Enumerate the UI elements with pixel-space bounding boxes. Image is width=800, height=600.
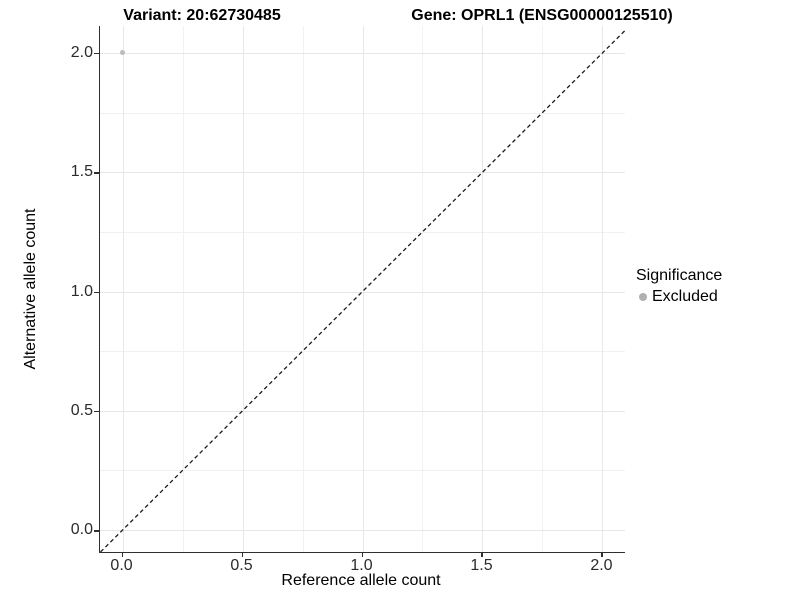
x-tick-mark xyxy=(121,552,124,557)
plot-title-gene: Gene: OPRL1 (ENSG00000125510) xyxy=(411,7,673,24)
legend-entries: Excluded xyxy=(636,288,722,306)
gridline-major-horizontal xyxy=(100,530,625,532)
y-tick-label: 2.0 xyxy=(70,43,93,61)
gridline-major-horizontal xyxy=(100,52,625,54)
x-tick-mark xyxy=(361,552,363,557)
gridline-major-horizontal xyxy=(100,410,625,412)
y-tick-mark xyxy=(94,530,99,532)
legend-entry-excluded: Excluded xyxy=(636,288,722,306)
gridline-major-vertical xyxy=(242,26,244,552)
legend-entry-label: Excluded xyxy=(652,288,718,305)
dashed-identity-line xyxy=(100,30,625,552)
y-tick-label: 1.5 xyxy=(70,163,93,181)
x-tick-label: 0.5 xyxy=(230,557,253,574)
x-tick-label: 1.5 xyxy=(470,557,493,574)
gridline-major-horizontal xyxy=(100,172,625,174)
y-tick-label: 0.0 xyxy=(70,521,93,539)
gridline-major-vertical xyxy=(362,26,364,552)
gridline-minor-vertical xyxy=(422,26,424,552)
plot-title-variant: Variant: 20:62730485 xyxy=(123,7,281,24)
x-tick-label: 0.0 xyxy=(110,557,133,574)
gridline-major-vertical xyxy=(482,26,484,552)
y-axis-title: Alternative allele count xyxy=(22,208,39,370)
y-tick-mark xyxy=(94,172,99,174)
x-axis-title: Reference allele count xyxy=(281,572,441,589)
legend-key-dot-icon xyxy=(639,293,647,301)
legend-title: Significance xyxy=(636,267,723,284)
y-tick-mark xyxy=(94,410,99,413)
x-tick-label: 1.0 xyxy=(350,557,373,574)
y-tick-mark xyxy=(94,52,99,55)
plot-panel xyxy=(99,26,625,553)
data-point-excluded xyxy=(120,50,126,56)
gridline-minor-vertical xyxy=(542,26,544,552)
x-tick-mark xyxy=(481,552,483,557)
gridline-minor-vertical xyxy=(302,26,304,552)
x-tick-label: 2.0 xyxy=(590,557,613,574)
x-tick-mark xyxy=(241,552,244,557)
gridline-major-horizontal xyxy=(100,291,625,293)
gridline-major-vertical xyxy=(122,26,124,552)
y-tick-mark xyxy=(94,291,99,293)
gridline-minor-vertical xyxy=(182,26,184,552)
y-tick-label: 0.5 xyxy=(70,401,93,419)
gridline-major-vertical xyxy=(602,26,604,552)
legend: Significance Excluded xyxy=(636,267,722,306)
y-tick-label: 1.0 xyxy=(70,282,93,300)
x-tick-mark xyxy=(601,552,603,557)
identity-reference-line xyxy=(100,30,625,552)
